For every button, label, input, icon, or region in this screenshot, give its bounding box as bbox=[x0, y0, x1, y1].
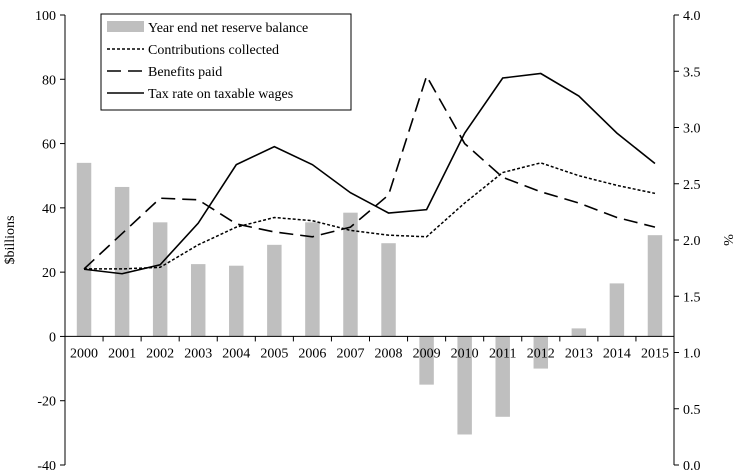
bar-2009 bbox=[419, 336, 434, 385]
x-tick-label: 2014 bbox=[603, 346, 631, 361]
x-tick-label: 2015 bbox=[641, 346, 669, 361]
x-tick-label: 2003 bbox=[184, 346, 212, 361]
bar-2000 bbox=[76, 162, 92, 337]
bar-2004 bbox=[229, 265, 244, 337]
x-tick-label: 2000 bbox=[70, 346, 98, 361]
lines-layer bbox=[83, 72, 656, 275]
bar-2008 bbox=[381, 243, 396, 337]
y-right-tick-label: 3.5 bbox=[683, 65, 701, 80]
bar-2007 bbox=[343, 212, 358, 337]
y-left-tick-label: -20 bbox=[37, 395, 56, 410]
series-line-tax-rate-on-taxable-wages bbox=[83, 72, 656, 275]
legend-label-tax-rate-on-taxable-wages: Tax rate on taxable wages bbox=[148, 87, 293, 102]
bar-2003 bbox=[190, 264, 206, 337]
y-left-tick-label: 20 bbox=[42, 266, 56, 281]
axes-layer: -40 -20 0 20 40 60 80 100 0.0 0.5 1.0 1.5 2.0 2.5 3.0 3… bbox=[35, 9, 701, 473]
x-tick-label: 2008 bbox=[375, 346, 403, 361]
y-right-tick-label: 1.0 bbox=[683, 347, 701, 362]
series-line-contributions-collected bbox=[84, 162, 656, 270]
x-tick-label: 2002 bbox=[146, 346, 174, 361]
y-right-tick-label: 2.0 bbox=[683, 234, 701, 249]
y-left-tick-label: 60 bbox=[42, 138, 56, 153]
x-tick-label: 2006 bbox=[298, 346, 326, 361]
x-tick-label: 2013 bbox=[565, 346, 593, 361]
x-tick-label: 2009 bbox=[413, 346, 441, 361]
bars-layer bbox=[76, 162, 663, 435]
bar-2015 bbox=[647, 235, 663, 337]
legend: Year end net reserve balance Contribution… bbox=[100, 13, 352, 111]
y-left-tick-label: -40 bbox=[37, 459, 56, 473]
y-right-tick-label: 2.5 bbox=[683, 178, 701, 193]
legend-swatch-year-end-net-reserve-balance bbox=[107, 21, 144, 32]
y-left-tick-label: 0 bbox=[49, 330, 56, 345]
y-right-tick-label: 1.5 bbox=[683, 290, 701, 305]
bar-2002 bbox=[152, 222, 168, 337]
y-right-tick-label: 4.0 bbox=[683, 9, 701, 24]
legend-label-benefits-paid: Benefits paid bbox=[148, 65, 222, 80]
x-tick-label: 2001 bbox=[108, 346, 136, 361]
x-tick-label: 2012 bbox=[527, 346, 555, 361]
y-left-tick-label: 100 bbox=[35, 9, 56, 24]
y-right-tick-label: 0.0 bbox=[683, 459, 701, 473]
y-right-tick-label: 3.0 bbox=[683, 122, 701, 137]
bar-2013 bbox=[571, 328, 587, 337]
y-right-axis-title: % bbox=[720, 234, 734, 246]
bar-2011 bbox=[495, 336, 510, 417]
legend-label-year-end-net-reserve-balance: Year end net reserve balance bbox=[148, 21, 308, 36]
legend-label-contributions-collected: Contributions collected bbox=[148, 43, 279, 58]
bar-2001 bbox=[114, 186, 130, 337]
bar-2005 bbox=[267, 244, 282, 337]
bar-2006 bbox=[305, 222, 320, 337]
bar-2012 bbox=[533, 336, 549, 369]
x-tick-label: 2007 bbox=[336, 346, 364, 361]
y-right-tick-label: 0.5 bbox=[683, 403, 701, 418]
y-left-tick-label: 40 bbox=[42, 202, 56, 217]
y-left-tick-label: 80 bbox=[42, 73, 56, 88]
bar-2014 bbox=[609, 283, 625, 337]
y-left-axis-title: $billions bbox=[3, 215, 18, 264]
series-line-benefits-paid bbox=[83, 74, 656, 270]
x-tick-label: 2011 bbox=[489, 346, 516, 361]
x-tick-label: 2010 bbox=[451, 346, 479, 361]
x-tick-label: 2004 bbox=[222, 346, 250, 361]
bar-2010 bbox=[457, 336, 472, 435]
x-tick-label: 2005 bbox=[260, 346, 288, 361]
